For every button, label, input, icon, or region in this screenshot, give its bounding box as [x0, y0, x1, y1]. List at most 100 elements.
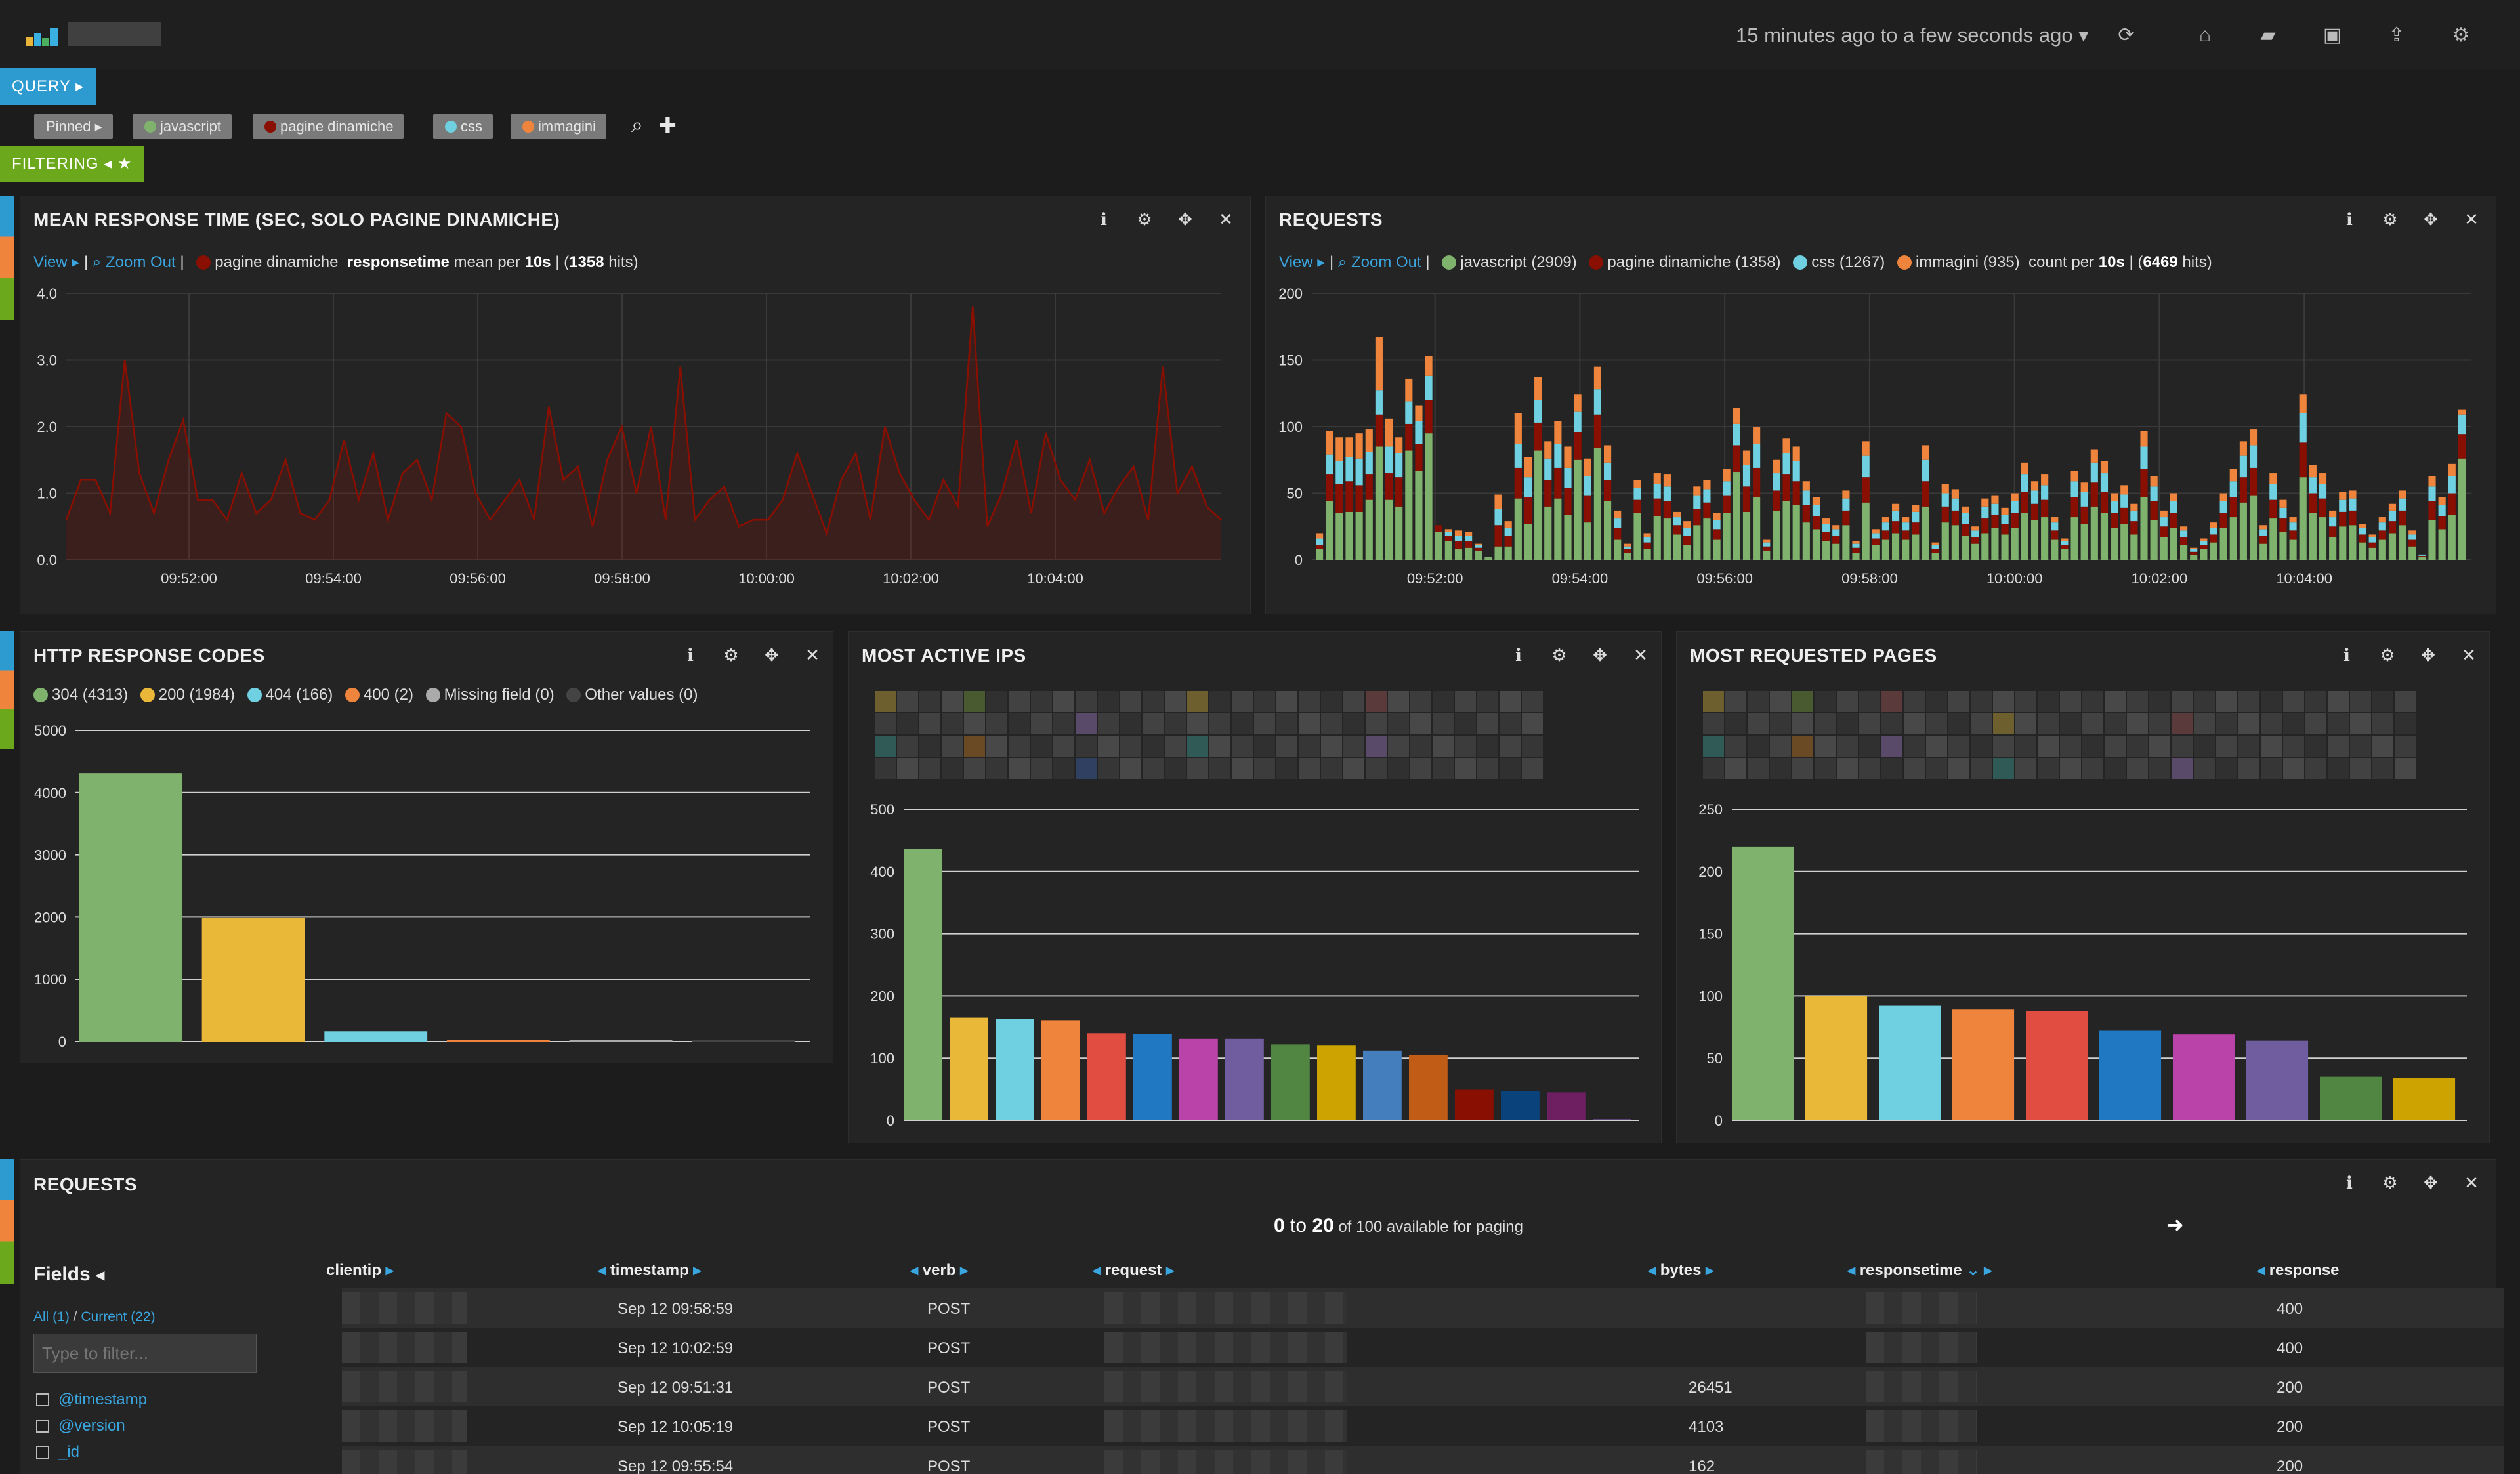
next-page-arrow-icon[interactable]: ➜	[2166, 1213, 2184, 1236]
table-row[interactable]: Sep 12 09:58:59 POST 400	[342, 1288, 2504, 1328]
field-list-item[interactable]: @timestamp	[36, 1391, 147, 1409]
bar-segment	[1792, 505, 1800, 560]
table-row[interactable]: Sep 12 09:51:31 POST 26451 200	[342, 1367, 2504, 1406]
bar-segment	[1732, 445, 1740, 473]
legend-item[interactable]: pagine dinamiche (1358)	[1607, 253, 1781, 271]
legend-item[interactable]: 404 (166)	[265, 686, 333, 704]
bar-segment	[2388, 521, 2397, 534]
redacted-tile	[1321, 713, 1342, 734]
move-icon[interactable]: ✥	[2421, 645, 2435, 665]
move-icon[interactable]: ✥	[765, 645, 779, 665]
column-header-request[interactable]: ◂ request ▸	[1093, 1261, 1175, 1279]
legend-item[interactable]: 304 (4313)	[52, 686, 129, 704]
query-pill-pagine-dinamiche[interactable]: pagine dinamiche	[253, 114, 404, 139]
column-header-bytes[interactable]: ◂ bytes ▸	[1648, 1261, 1714, 1279]
legend-item[interactable]: Missing field (0)	[444, 686, 555, 704]
fields-current-link[interactable]: Current (22)	[81, 1309, 156, 1324]
column-header-clientip[interactable]: clientip ▸	[326, 1261, 394, 1279]
time-range-picker[interactable]: 15 minutes ago to a few seconds ago ▾	[1736, 24, 2089, 47]
row-collapse-tab[interactable]	[0, 631, 14, 749]
info-icon[interactable]: ℹ	[1101, 209, 1107, 229]
share-icon[interactable]: ⇪	[2388, 24, 2405, 46]
bar-segment	[1742, 465, 1751, 487]
row-collapse-tab[interactable]	[0, 1159, 14, 1284]
close-icon[interactable]: ✕	[2464, 1173, 2479, 1192]
view-menu[interactable]: View	[33, 253, 68, 271]
field-checkbox[interactable]	[36, 1446, 49, 1459]
info-icon[interactable]: ℹ	[2346, 1173, 2353, 1192]
bar-segment	[1941, 484, 1949, 494]
fields-all-link[interactable]: All (1)	[33, 1309, 70, 1324]
redacted-tile	[2372, 691, 2393, 712]
filtering-toggle[interactable]: FILTERING ◂ ★	[0, 146, 144, 182]
table-body: Sep 12 09:58:59 POST 400 Sep 12 10:02:59 POS…	[20, 1288, 2504, 1474]
move-icon[interactable]: ✥	[2424, 209, 2438, 229]
column-header-response[interactable]: ◂ response	[2257, 1261, 2340, 1279]
info-icon[interactable]: ℹ	[2343, 645, 2350, 665]
gear-icon[interactable]: ⚙	[2382, 1173, 2398, 1192]
info-icon[interactable]: ℹ	[2346, 209, 2353, 229]
query-pill-javascript[interactable]: javascript	[133, 114, 232, 139]
close-icon[interactable]: ✕	[805, 645, 820, 665]
home-icon[interactable]: ⌂	[2198, 24, 2212, 46]
gear-icon[interactable]: ⚙	[723, 645, 739, 665]
legend-item[interactable]: Other values (0)	[585, 686, 698, 704]
gear-icon[interactable]: ⚙	[1137, 209, 1152, 229]
save-icon[interactable]: ▣	[2322, 24, 2342, 46]
field-checkbox[interactable]	[36, 1420, 49, 1433]
move-icon[interactable]: ✥	[1178, 209, 1192, 229]
field-list-item[interactable]: _id	[36, 1443, 79, 1462]
legend-item[interactable]: 200 (1984)	[158, 686, 235, 704]
open-folder-icon[interactable]: ▰	[2260, 24, 2276, 46]
redacted-tile	[1926, 736, 1947, 757]
query-pill-immagini[interactable]: immagini	[511, 114, 607, 139]
gear-icon[interactable]: ⚙	[2380, 645, 2395, 665]
close-icon[interactable]: ✕	[2464, 209, 2479, 229]
info-icon[interactable]: ℹ	[687, 645, 694, 665]
bar-segment	[1732, 472, 1740, 560]
move-icon[interactable]: ✥	[2424, 1173, 2438, 1192]
bar-segment	[2170, 493, 2177, 501]
bar-segment	[1494, 509, 1502, 526]
bar-segment	[1713, 529, 1721, 540]
add-query-icon[interactable]: ✚	[659, 114, 677, 137]
column-header-timestamp[interactable]: ◂ timestamp ▸	[598, 1261, 702, 1279]
view-menu[interactable]: View	[1279, 253, 1313, 271]
gear-icon[interactable]: ⚙	[2452, 24, 2470, 46]
close-icon[interactable]: ✕	[2462, 645, 2476, 665]
zoom-out-link[interactable]: ⌕ Zoom Out	[1337, 253, 1421, 271]
collapse-fields-icon[interactable]: ◂	[96, 1265, 105, 1284]
gear-icon[interactable]: ⚙	[1551, 645, 1567, 665]
bar-segment	[1723, 469, 1731, 482]
field-checkbox[interactable]	[36, 1393, 49, 1406]
redacted-tile	[1500, 736, 1521, 757]
close-icon[interactable]: ✕	[1633, 645, 1648, 665]
row-collapse-tab[interactable]	[0, 196, 14, 320]
column-header-responsetime[interactable]: ◂ responsetime ⌄ ▸	[1847, 1261, 1992, 1279]
search-icon[interactable]: ⌕	[631, 113, 643, 137]
gear-icon[interactable]: ⚙	[2382, 209, 2398, 229]
bar-segment	[1842, 510, 1850, 526]
zoom-out-link[interactable]: ⌕ Zoom Out	[92, 253, 176, 271]
redacted-tile	[1321, 691, 1342, 712]
bar-segment	[1554, 444, 1562, 468]
field-list-item[interactable]: @version	[36, 1417, 125, 1435]
close-icon[interactable]: ✕	[1219, 209, 1233, 229]
legend-item[interactable]: 400 (2)	[363, 686, 413, 704]
refresh-icon[interactable]: ⟳	[2118, 24, 2135, 46]
query-pill-pinned[interactable]: Pinned ▸	[34, 114, 113, 139]
redacted-tile	[1477, 713, 1498, 734]
table-row[interactable]: Sep 12 09:55:54 POST 162 200	[342, 1446, 2504, 1474]
table-row[interactable]: Sep 12 10:02:59 POST 400	[342, 1328, 2504, 1367]
legend-item[interactable]: javascript (2909)	[1460, 253, 1577, 271]
info-icon[interactable]: ℹ	[1515, 645, 1522, 665]
legend-item[interactable]: immagini (935)	[1915, 253, 2020, 271]
column-header-verb[interactable]: ◂ verb ▸	[910, 1261, 969, 1279]
move-icon[interactable]: ✥	[1593, 645, 1607, 665]
legend-item[interactable]: css (1267)	[1811, 253, 1885, 271]
field-filter-input[interactable]	[33, 1334, 257, 1373]
bar-segment	[1614, 528, 1622, 540]
query-toggle[interactable]: QUERY ▸	[0, 68, 96, 105]
table-row[interactable]: Sep 12 10:05:19 POST 4103 200	[342, 1406, 2504, 1446]
query-pill-css[interactable]: css	[433, 114, 493, 139]
